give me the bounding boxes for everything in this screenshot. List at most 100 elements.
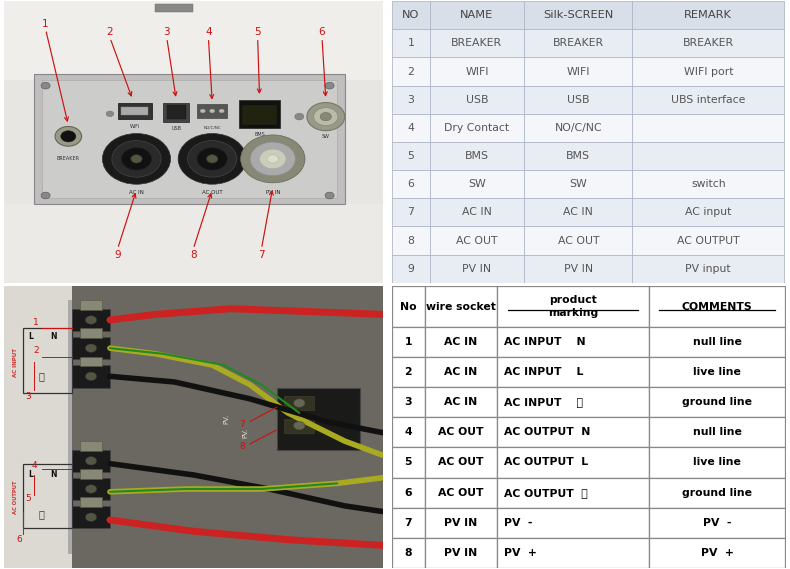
Text: PV IN: PV IN (444, 518, 478, 527)
Text: ⏚: ⏚ (39, 509, 45, 519)
Text: 9: 9 (408, 263, 415, 274)
Bar (525, 57, 633, 86)
Circle shape (85, 344, 96, 352)
Text: AC OUT: AC OUT (438, 488, 483, 498)
Text: AC OUT: AC OUT (202, 190, 223, 195)
Text: ground line: ground line (682, 397, 752, 407)
Bar (430, 114, 525, 142)
Bar (393, 30, 430, 57)
Bar (72, 450, 110, 472)
Bar (4, 1, 382, 80)
Text: 2: 2 (33, 347, 39, 356)
Text: PV.: PV. (243, 427, 249, 438)
Text: 5: 5 (254, 27, 261, 37)
Bar (23, 328, 72, 393)
Bar (649, 477, 785, 508)
Text: 3: 3 (408, 94, 415, 105)
Bar (72, 309, 110, 331)
Bar (649, 508, 785, 538)
Bar (633, 255, 784, 283)
Circle shape (61, 131, 76, 142)
Bar (4, 204, 382, 283)
Text: 4: 4 (408, 123, 415, 133)
Bar (393, 1, 430, 30)
Bar (649, 357, 785, 387)
Text: PV.: PV. (224, 414, 230, 424)
Circle shape (294, 399, 305, 407)
Bar (633, 170, 784, 199)
Bar (393, 508, 424, 538)
Text: 8: 8 (239, 442, 246, 451)
Bar (80, 357, 103, 366)
Text: UBS interface: UBS interface (671, 94, 746, 105)
Bar (498, 357, 649, 387)
Text: 3: 3 (26, 391, 32, 401)
Text: BREAKER: BREAKER (451, 38, 502, 48)
Text: SW: SW (468, 179, 486, 189)
Text: BREAKER: BREAKER (683, 38, 734, 48)
Text: 6: 6 (17, 535, 22, 544)
Text: BMS: BMS (566, 151, 590, 161)
Bar (393, 286, 424, 327)
Text: AC OUTPUT  L: AC OUTPUT L (505, 457, 589, 468)
Text: AC OUT: AC OUT (438, 427, 483, 438)
Bar (122, 107, 148, 115)
Bar (393, 357, 424, 387)
Bar (118, 102, 152, 119)
Text: PV IN: PV IN (564, 263, 592, 274)
Bar (23, 464, 72, 529)
Text: WiFi: WiFi (130, 123, 140, 129)
Text: null line: null line (693, 337, 741, 347)
Bar (525, 226, 633, 255)
Bar (393, 142, 430, 170)
Bar (430, 170, 525, 199)
Circle shape (106, 111, 114, 117)
Text: 8: 8 (190, 250, 197, 259)
Bar (424, 538, 498, 568)
Bar (649, 327, 785, 357)
Circle shape (41, 192, 50, 199)
Bar (424, 357, 498, 387)
Bar (72, 506, 110, 529)
Bar (393, 86, 430, 114)
Bar (393, 387, 424, 417)
Bar (633, 226, 784, 255)
Text: 8: 8 (404, 548, 412, 558)
Text: AC OUTPUT: AC OUTPUT (13, 481, 18, 514)
Bar (68, 300, 72, 554)
Bar (430, 226, 525, 255)
Bar (4, 286, 72, 568)
Text: USB: USB (465, 94, 488, 105)
Text: 4: 4 (205, 27, 212, 37)
Text: 7: 7 (408, 207, 415, 217)
Bar (197, 104, 228, 118)
Bar (156, 4, 194, 13)
Bar (393, 417, 424, 447)
Bar (80, 469, 103, 479)
Bar (498, 508, 649, 538)
Bar (649, 447, 785, 477)
Bar (430, 255, 525, 283)
Circle shape (250, 142, 295, 176)
Bar (34, 75, 344, 204)
Circle shape (85, 485, 96, 493)
Text: USB: USB (567, 94, 589, 105)
Bar (498, 286, 649, 327)
Circle shape (320, 113, 332, 121)
Text: 6: 6 (404, 488, 412, 498)
Bar (393, 170, 430, 199)
Circle shape (219, 109, 224, 113)
Text: 8: 8 (408, 236, 415, 246)
Text: PV  -: PV - (702, 518, 732, 527)
Text: 6: 6 (408, 179, 415, 189)
Text: WIFI port: WIFI port (683, 67, 733, 77)
Bar (72, 365, 110, 387)
Bar (649, 417, 785, 447)
Text: REMARK: REMARK (684, 10, 732, 20)
Text: 2: 2 (408, 67, 415, 77)
Circle shape (85, 372, 96, 381)
Text: 2: 2 (404, 367, 412, 377)
Bar (167, 105, 186, 119)
Text: switch: switch (691, 179, 725, 189)
Text: 5: 5 (408, 151, 415, 161)
